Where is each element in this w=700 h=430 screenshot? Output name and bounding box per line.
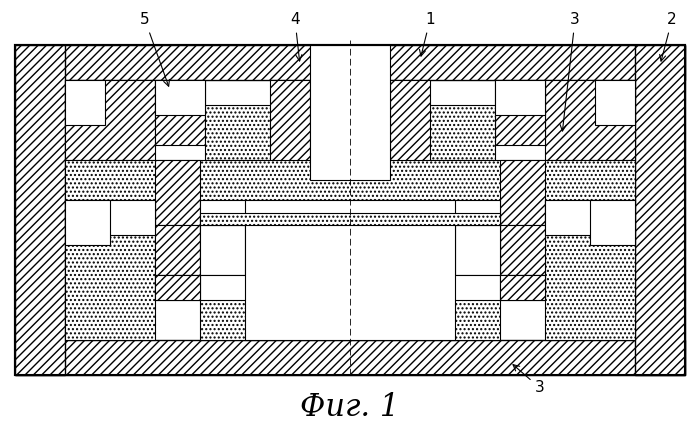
Bar: [15, 45, 685, 375]
Bar: [500, 160, 545, 225]
Bar: [495, 80, 545, 115]
Text: 3: 3: [513, 365, 545, 396]
Text: 2: 2: [659, 12, 677, 61]
Bar: [155, 225, 200, 275]
Bar: [500, 275, 545, 300]
Bar: [545, 200, 635, 235]
Text: 5: 5: [140, 12, 169, 86]
Text: 1: 1: [419, 12, 435, 56]
Bar: [390, 105, 495, 160]
Bar: [595, 80, 635, 125]
Bar: [15, 45, 685, 80]
Bar: [455, 225, 500, 275]
Bar: [65, 80, 155, 160]
Bar: [200, 275, 500, 300]
Bar: [205, 105, 310, 160]
Bar: [590, 200, 635, 245]
Bar: [155, 275, 200, 300]
Bar: [495, 80, 545, 145]
Bar: [155, 80, 205, 145]
Bar: [390, 80, 430, 180]
Bar: [65, 200, 155, 235]
Bar: [430, 275, 500, 340]
Bar: [65, 200, 155, 340]
Bar: [200, 200, 500, 225]
Bar: [200, 225, 245, 275]
Bar: [545, 80, 635, 160]
Bar: [65, 80, 105, 125]
Text: 4: 4: [290, 12, 302, 61]
Text: 3: 3: [560, 12, 580, 131]
Bar: [200, 225, 270, 275]
Bar: [270, 80, 310, 180]
Bar: [65, 200, 110, 245]
Bar: [635, 45, 685, 375]
Bar: [15, 45, 65, 375]
Bar: [310, 45, 390, 180]
Bar: [200, 213, 500, 225]
Bar: [15, 340, 685, 375]
Bar: [155, 160, 200, 225]
Bar: [430, 225, 500, 275]
Bar: [155, 80, 205, 115]
Bar: [430, 275, 545, 300]
Bar: [270, 230, 430, 340]
Bar: [155, 275, 270, 300]
Bar: [500, 225, 545, 275]
Bar: [15, 45, 685, 375]
Bar: [245, 200, 455, 340]
Bar: [65, 160, 635, 200]
Text: Фиг. 1: Фиг. 1: [300, 393, 400, 424]
Bar: [200, 275, 270, 340]
Bar: [545, 200, 635, 340]
